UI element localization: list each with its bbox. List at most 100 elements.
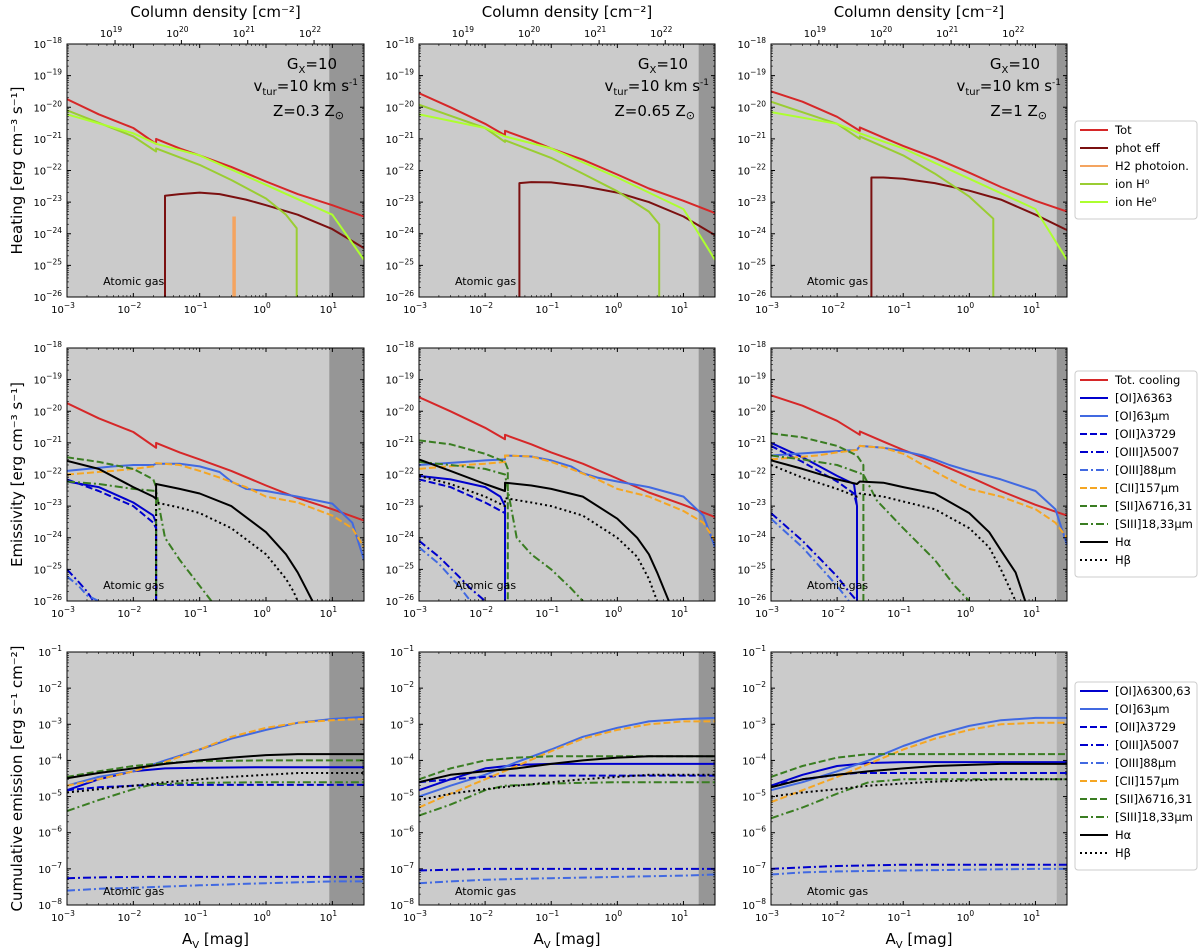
y-tick-label: 10−4	[742, 752, 766, 767]
y-tick-label: 10−26	[737, 593, 766, 608]
series--oii-3729	[419, 478, 506, 601]
molecular-region	[329, 44, 364, 297]
y-tick-label: 10−26	[385, 593, 414, 608]
series--oiii-88-m	[419, 873, 715, 885]
y-tick-label: 10−19	[33, 372, 62, 387]
x-tick-label: 10−3	[403, 605, 427, 620]
legend-label: [SIII]18,33μm	[1115, 810, 1193, 824]
series--oiii-5007	[67, 875, 364, 880]
y-tick-label: 10−2	[390, 680, 414, 695]
legend-label: [SIII]18,33μm	[1115, 517, 1193, 531]
y-tick-label: 10−18	[737, 340, 766, 355]
molecular-region	[1056, 348, 1067, 601]
x-tick-label: 100	[957, 301, 975, 316]
series--oii-3729	[419, 774, 715, 784]
series-phot-eff	[164, 191, 364, 297]
legend-label: Hβ	[1115, 553, 1131, 567]
legend-label: [OI]63μm	[1115, 702, 1170, 716]
molecular-region	[329, 652, 364, 905]
x-tick-label: 100	[605, 909, 623, 924]
y-tick-label: 10−26	[33, 289, 62, 304]
series--oiii-88-m	[771, 517, 850, 601]
y-tick-label: 10−23	[33, 194, 62, 209]
series-tot	[419, 92, 715, 215]
gx-annotation: GX=10	[638, 55, 688, 76]
series-tot-cooling	[771, 394, 1067, 517]
x-tick-label: 10−2	[821, 605, 845, 620]
y-axis-label: Heating [erg cm⁻³ s⁻¹]	[8, 87, 26, 255]
series--sii-6716-31	[67, 759, 364, 778]
top-axis-label: Column density [cm⁻²]	[834, 3, 1004, 21]
atomic-gas-region	[419, 652, 715, 905]
y-tick-label: 10−23	[385, 194, 414, 209]
series--sii-6716-31	[67, 456, 158, 601]
y-tick-label: 10−2	[742, 680, 766, 695]
x-tick-label: 10−3	[755, 605, 779, 620]
top-axis-label: Column density [cm⁻²]	[482, 3, 652, 21]
series--sii-6716-31	[419, 755, 715, 781]
series--siii-18-33-m	[419, 460, 584, 601]
series--oii-3729	[67, 783, 364, 792]
y-tick-label: 10−24	[737, 530, 766, 545]
y-tick-label: 10−23	[737, 498, 766, 513]
legend-label: [OI]63μm	[1115, 409, 1170, 423]
top-tick-label: 1021	[936, 25, 959, 40]
series-h-	[419, 755, 715, 784]
series--cii-157-m	[67, 462, 364, 548]
y-tick-label: 10−18	[737, 36, 766, 51]
x-tick-label: 10−1	[887, 301, 911, 316]
series--cii-157-m	[771, 721, 1067, 804]
series--sii-6716-31	[771, 432, 865, 601]
legend-label: H2 photoion.	[1115, 159, 1189, 173]
top-tick-label: 1022	[299, 25, 322, 40]
series-h-	[771, 762, 1067, 789]
legend-label: [OIII]88μm	[1115, 463, 1176, 477]
y-tick-label: 10−3	[390, 716, 414, 731]
series--oi-63-m	[419, 716, 715, 798]
y-tick-label: 10−25	[385, 257, 414, 272]
metallicity-annotation: Z=0.3 Z⊙	[273, 102, 344, 122]
region-label: Atomic gas	[103, 275, 164, 288]
y-tick-label: 10−1	[38, 644, 62, 659]
y-tick-label: 10−5	[390, 789, 414, 804]
x-tick-label: 10−2	[469, 909, 493, 924]
legend-layer: Tot phot eff H2 photoion. ion H⁰ ion He⁰ Tot.…	[1074, 120, 1198, 871]
legend-label: [CII]157μm	[1115, 481, 1179, 495]
series--oiii-5007	[771, 512, 858, 601]
x-tick-label: 10−1	[535, 301, 559, 316]
series--oiii-88-m	[67, 880, 364, 892]
series-ion-h0	[771, 100, 995, 297]
series--oiii-5007	[419, 540, 486, 601]
series--cii-157-m	[771, 444, 1067, 539]
region-label: Atomic gas	[807, 579, 868, 592]
molecular-region	[698, 652, 715, 905]
plot-frame	[418, 651, 716, 906]
y-tick-label: 10−24	[33, 530, 62, 545]
legend-label: [OI]λ6300,63	[1115, 684, 1191, 698]
series-h-	[419, 474, 659, 601]
x-tick-label: 101	[320, 301, 338, 316]
x-tick-label: 10−3	[51, 909, 75, 924]
series--siii-18-33-m	[419, 781, 715, 817]
x-tick-label: 10−3	[403, 909, 427, 924]
x-tick-label: 10−2	[821, 301, 845, 316]
y-tick-label: 10−1	[390, 644, 414, 659]
x-tick-label: 101	[671, 605, 689, 620]
y-tick-label: 10−25	[33, 257, 62, 272]
x-tick-label: 100	[957, 909, 975, 924]
x-tick-label: 10−2	[117, 301, 141, 316]
x-tick-label: 10−3	[403, 301, 427, 316]
y-tick-label: 10−26	[33, 593, 62, 608]
legend-label: [CII]157μm	[1115, 774, 1179, 788]
x-axis-label: AV [mag]	[182, 930, 249, 948]
x-tick-label: 10−3	[755, 909, 779, 924]
shading-layer	[67, 44, 1067, 905]
series-phot-eff	[518, 181, 715, 297]
legend-label: [OII]λ3729	[1115, 427, 1176, 441]
legend-label: Hα	[1115, 535, 1132, 549]
legend-label: [OIII]88μm	[1115, 756, 1176, 770]
legend-label: [OI]λ6363	[1115, 391, 1173, 405]
y-tick-label: 10−7	[742, 861, 766, 876]
y-tick-label: 10−19	[737, 372, 766, 387]
